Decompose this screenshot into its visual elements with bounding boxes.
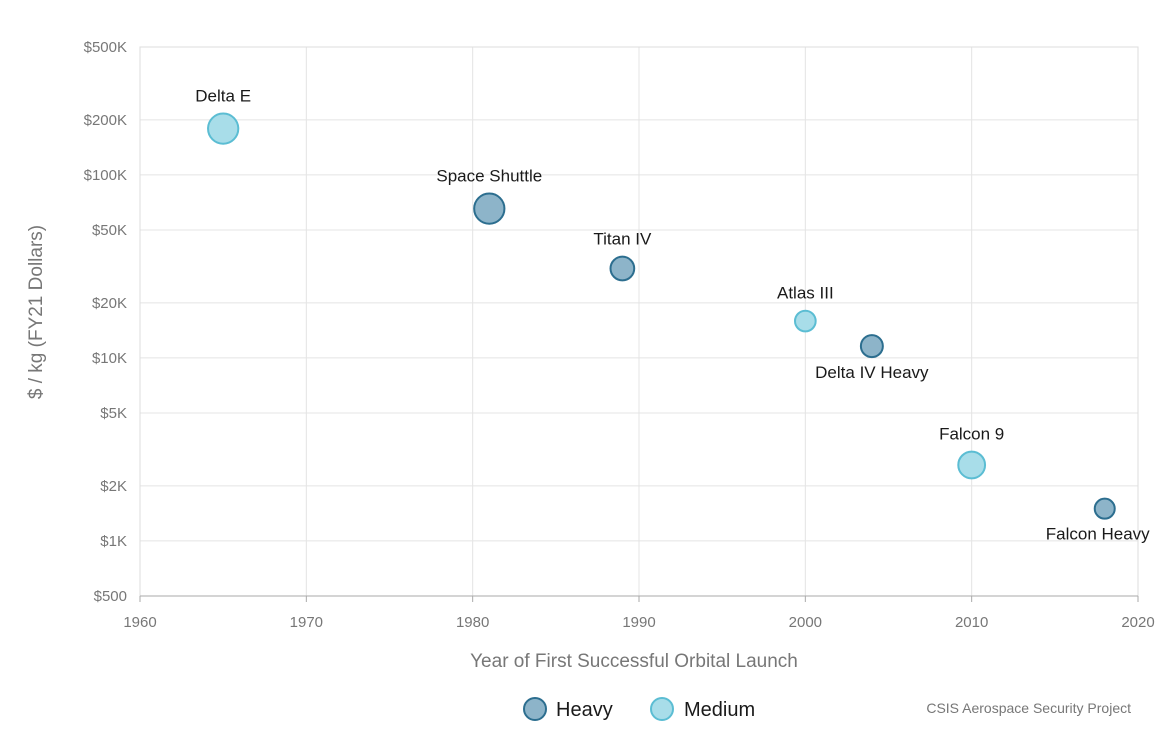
y-tick-label: $20K — [92, 295, 127, 312]
legend-medium-swatch — [650, 697, 674, 721]
x-tick-label: 2010 — [955, 614, 988, 631]
credit: CSIS Aerospace Security Project — [926, 700, 1131, 716]
data-point — [207, 112, 240, 145]
y-tick-label: $50K — [92, 222, 127, 239]
grid — [139, 46, 1139, 597]
point-label: Atlas III — [777, 284, 834, 303]
x-tick-label: 1970 — [290, 614, 323, 631]
y-axis-title: $ / kg (FY21 Dollars) — [26, 225, 47, 399]
x-tick-label: 2000 — [789, 614, 822, 631]
point-label: Space Shuttle — [436, 167, 542, 186]
data-points — [207, 112, 1116, 520]
legend-medium-label: Medium — [684, 699, 755, 721]
x-tick-label: 1990 — [622, 614, 655, 631]
x-axis-ticks: 1960 1970 1980 1990 2000 2010 2020 — [123, 596, 1155, 631]
point-labels: Delta E Space Shuttle Titan IV Atlas III Del… — [195, 87, 1150, 544]
data-point — [793, 309, 817, 333]
data-point — [473, 192, 506, 225]
y-tick-label: $100K — [84, 167, 127, 184]
point-label: Falcon 9 — [939, 425, 1004, 444]
legend: Heavy Medium — [523, 697, 755, 721]
y-tick-label: $500 — [94, 588, 127, 605]
data-point — [957, 450, 987, 480]
legend-heavy-swatch — [523, 697, 547, 721]
data-point — [609, 255, 636, 282]
y-tick-label: $500K — [84, 39, 127, 56]
point-label: Delta IV Heavy — [815, 363, 929, 382]
x-tick-label: 1960 — [123, 614, 156, 631]
y-tick-label: $2K — [100, 478, 127, 495]
y-axis-ticks: $500K $200K $100K $50K $20K $10K $5K $2K $1K $500 — [84, 39, 127, 605]
x-axis-title: Year of First Successful Orbital Launch — [470, 651, 798, 672]
y-tick-label: $1K — [100, 533, 127, 550]
point-label: Delta E — [195, 87, 251, 106]
x-tick-label: 1980 — [456, 614, 489, 631]
point-label: Falcon Heavy — [1046, 525, 1150, 544]
y-tick-label: $10K — [92, 350, 127, 367]
y-tick-label: $200K — [84, 112, 127, 129]
y-tick-label: $5K — [100, 405, 127, 422]
point-label: Titan IV — [593, 230, 652, 249]
data-point — [859, 334, 884, 359]
data-point — [1093, 497, 1116, 520]
legend-heavy-label: Heavy — [556, 699, 613, 721]
x-tick-label: 2020 — [1121, 614, 1154, 631]
